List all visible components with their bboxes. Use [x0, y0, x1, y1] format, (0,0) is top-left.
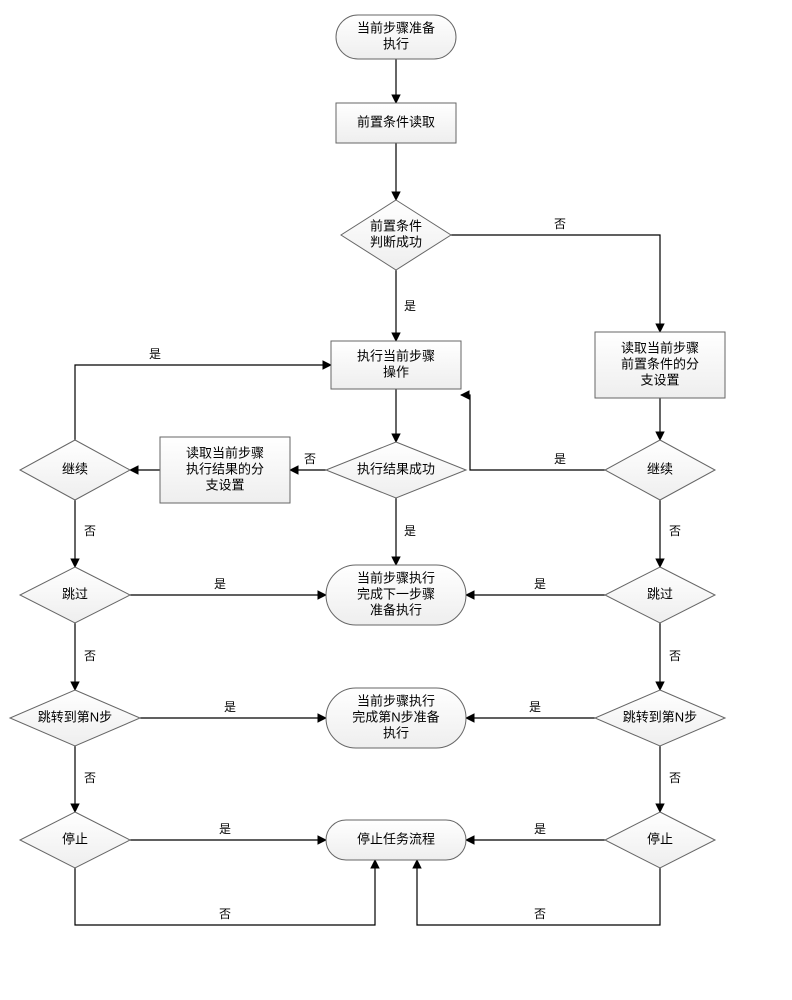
node-label: 跳转到第N步 — [623, 709, 697, 724]
edge-label: 是 — [219, 822, 231, 836]
edge-label: 是 — [529, 700, 541, 714]
node-label: 支设置 — [640, 372, 679, 387]
node-contL: 继续 — [20, 440, 130, 500]
edge-label: 是 — [534, 577, 546, 591]
node-label: 跳转到第N步 — [38, 709, 112, 724]
edge-label: 是 — [224, 700, 236, 714]
node-preOk: 前置条件判断成功 — [341, 200, 451, 270]
edge-label: 是 — [214, 577, 226, 591]
edge-label: 否 — [304, 452, 316, 466]
node-label: 支设置 — [205, 477, 244, 492]
node-label: 跳过 — [62, 586, 88, 601]
node-label: 前置条件 — [370, 218, 422, 233]
node-stopL: 停止 — [20, 812, 130, 868]
node-label: 当前步骤执行 — [357, 570, 435, 585]
node-label: 完成第N步准备 — [352, 709, 439, 724]
edge-label: 否 — [554, 217, 566, 231]
node-label: 执行 — [383, 36, 409, 51]
edge-label: 否 — [219, 907, 231, 921]
flowchart-canvas: 是否是否是是否否是是否否是是否否是是否否当前步骤准备执行前置条件读取前置条件判断… — [0, 0, 792, 1000]
node-label: 操作 — [383, 364, 409, 379]
edge-label: 否 — [84, 771, 96, 785]
edge-label: 否 — [84, 649, 96, 663]
node-start: 当前步骤准备执行 — [336, 15, 456, 59]
edge-label: 否 — [534, 907, 546, 921]
flow-edge — [451, 235, 660, 332]
node-label: 停止任务流程 — [357, 831, 435, 846]
node-resOk: 执行结果成功 — [326, 442, 466, 498]
edge-label: 是 — [554, 452, 566, 466]
node-jumpR: 跳转到第N步 — [595, 690, 725, 746]
edge-label: 否 — [84, 524, 96, 538]
node-execCur: 执行当前步骤操作 — [331, 341, 461, 389]
node-nStep: 当前步骤执行完成第N步准备执行 — [326, 688, 466, 748]
node-label: 读取当前步骤 — [621, 340, 699, 355]
node-label: 继续 — [62, 461, 88, 476]
node-label: 执行结果的分 — [186, 461, 264, 476]
node-label: 判断成功 — [370, 234, 422, 249]
edge-label: 否 — [669, 771, 681, 785]
node-label: 读取当前步骤 — [186, 445, 264, 460]
edge-label: 是 — [149, 347, 161, 361]
node-label: 当前步骤执行 — [357, 693, 435, 708]
node-nextStep: 当前步骤执行完成下一步骤准备执行 — [326, 565, 466, 625]
node-contR: 继续 — [605, 440, 715, 500]
node-readPre: 前置条件读取 — [336, 103, 456, 143]
node-label: 停止 — [62, 831, 88, 846]
node-label: 执行 — [383, 725, 409, 740]
edge-label: 否 — [669, 524, 681, 538]
node-skipL: 跳过 — [20, 567, 130, 623]
node-skipR: 跳过 — [605, 567, 715, 623]
node-label: 前置条件的分 — [621, 356, 699, 371]
node-readBrR: 读取当前步骤前置条件的分支设置 — [595, 332, 725, 398]
edge-label: 是 — [404, 299, 416, 313]
node-label: 前置条件读取 — [357, 114, 435, 129]
edge-label: 否 — [669, 649, 681, 663]
node-label: 当前步骤准备 — [357, 20, 435, 35]
node-label: 跳过 — [647, 586, 673, 601]
node-stopR: 停止 — [605, 812, 715, 868]
node-label: 准备执行 — [370, 602, 422, 617]
node-label: 执行结果成功 — [357, 461, 435, 476]
node-label: 停止 — [647, 831, 673, 846]
flow-edge — [75, 365, 331, 440]
flow-edge — [461, 395, 605, 470]
node-label: 完成下一步骤 — [357, 586, 435, 601]
edge-label: 是 — [534, 822, 546, 836]
edge-label: 是 — [404, 524, 416, 538]
node-stopFlow: 停止任务流程 — [326, 820, 466, 860]
node-jumpL: 跳转到第N步 — [10, 690, 140, 746]
node-readBrL: 读取当前步骤执行结果的分支设置 — [160, 437, 290, 503]
node-label: 继续 — [647, 461, 673, 476]
node-label: 执行当前步骤 — [357, 348, 435, 363]
